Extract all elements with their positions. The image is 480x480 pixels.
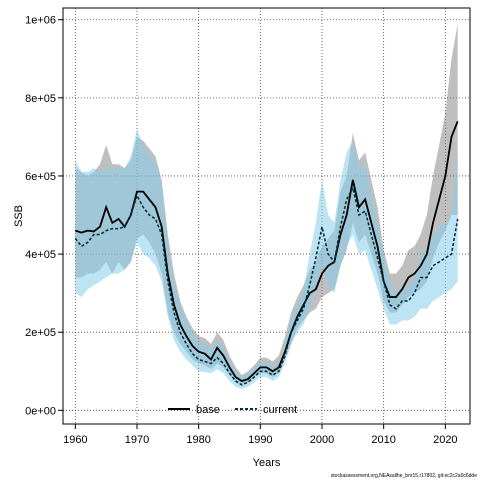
y-axis-label: SSB xyxy=(13,205,25,227)
y-tick-label-1: 2e+05 xyxy=(25,327,56,339)
y-tick-label-2: 4e+05 xyxy=(25,249,56,261)
x-tick-label-4: 2000 xyxy=(310,434,334,446)
y-tick-label-3: 6e+05 xyxy=(25,171,56,183)
legend-label-base: base xyxy=(196,404,220,416)
footer-source-note: stockassessment.org,NEAsallhe_bnr15,r178… xyxy=(331,473,477,479)
series-line-current xyxy=(74,185,459,386)
x-tick-label-5: 2010 xyxy=(371,434,395,446)
x-tick-label-2: 1980 xyxy=(186,434,210,446)
series-line-base xyxy=(75,120,459,383)
x-axis: 1960 1970 1980 1990 2000 2010 2020 xyxy=(63,424,458,446)
confidence-band-current xyxy=(75,129,458,389)
plot-frame xyxy=(62,7,471,425)
x-tick-label-1: 1970 xyxy=(125,434,149,446)
legend: base current xyxy=(168,404,297,416)
x-tick-label-6: 2020 xyxy=(433,434,457,446)
x-tick-label-0: 1960 xyxy=(63,434,87,446)
y-tick-label-0: 0e+00 xyxy=(25,405,56,417)
x-tick-label-3: 1990 xyxy=(248,434,272,446)
y-tick-label-4: 8e+05 xyxy=(25,93,56,105)
legend-label-current: current xyxy=(263,404,297,416)
y-tick-label-5: 1e+06 xyxy=(25,15,56,27)
y-axis: 0e+00 2e+05 4e+05 6e+05 8e+05 1e+06 xyxy=(25,15,63,417)
x-axis-label: Years xyxy=(253,457,281,469)
series-lines xyxy=(74,120,459,386)
